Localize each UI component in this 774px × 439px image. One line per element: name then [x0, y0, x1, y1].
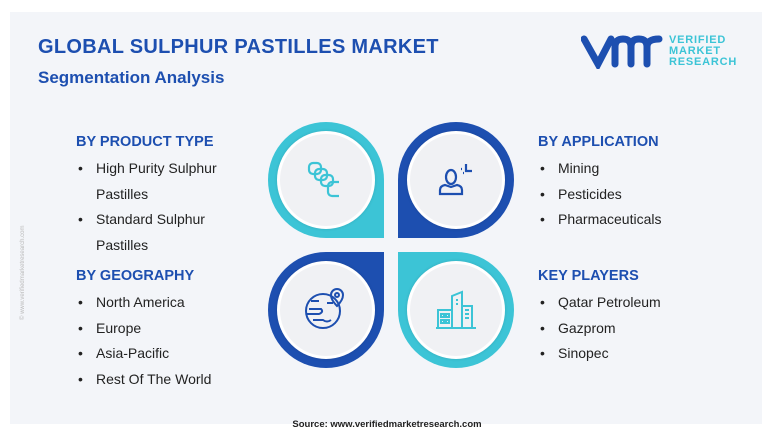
list-item: Sinopec [538, 341, 661, 367]
section-heading: KEY PLAYERS [538, 268, 639, 284]
list-item: Standard Sulphur Pastilles [76, 207, 246, 258]
vmr-logo-icon [581, 35, 663, 69]
geography-quadrant [268, 252, 384, 368]
pastilles-icon [307, 161, 339, 198]
worker-icon [438, 164, 472, 196]
section-application: BY APPLICATION MiningPesticidesPharmaceu… [538, 134, 662, 233]
section-heading: BY APPLICATION [538, 134, 659, 150]
list-item: Gazprom [538, 316, 661, 342]
list-item: High Purity Sulphur Pastilles [76, 156, 246, 207]
product-type-quadrant [268, 122, 384, 238]
page-subtitle: Segmentation Analysis [38, 68, 225, 87]
section-heading: BY GEOGRAPHY [76, 268, 195, 284]
list-item: Pesticides [538, 182, 662, 208]
source-note: Source: www.verifiedmarketresearch.com [292, 419, 482, 430]
list-item: Europe [76, 316, 211, 342]
page-title: GLOBAL SULPHUR PASTILLES MARKET [38, 36, 439, 58]
section-heading: BY PRODUCT TYPE [76, 134, 214, 150]
list-item: Asia-Pacific [76, 341, 211, 367]
application-quadrant [398, 122, 514, 238]
key-players-quadrant [398, 252, 514, 368]
list-item: Rest Of The World [76, 367, 211, 393]
list-item: North America [76, 290, 211, 316]
buildings-icon [436, 290, 476, 329]
section-key-players: KEY PLAYERS Qatar PetroleumGazpromSinope… [538, 268, 661, 367]
section-geography: BY GEOGRAPHY North AmericaEuropeAsia-Pac… [76, 268, 211, 392]
globe-pin-icon [305, 287, 345, 329]
list-item: Mining [538, 156, 662, 182]
side-watermark: © www.verifiedmarketresearch.com [20, 225, 26, 320]
list-item: Pharmaceuticals [538, 207, 662, 233]
logo-text-1: VERIFIED [669, 33, 727, 46]
logo: VERIFIED MARKET RESEARCH [581, 33, 737, 69]
logo-text-2: MARKET [669, 44, 721, 57]
list-item: Qatar Petroleum [538, 290, 661, 316]
section-product-type: BY PRODUCT TYPE High Purity Sulphur Past… [76, 134, 256, 258]
logo-text-3: RESEARCH [669, 55, 738, 68]
